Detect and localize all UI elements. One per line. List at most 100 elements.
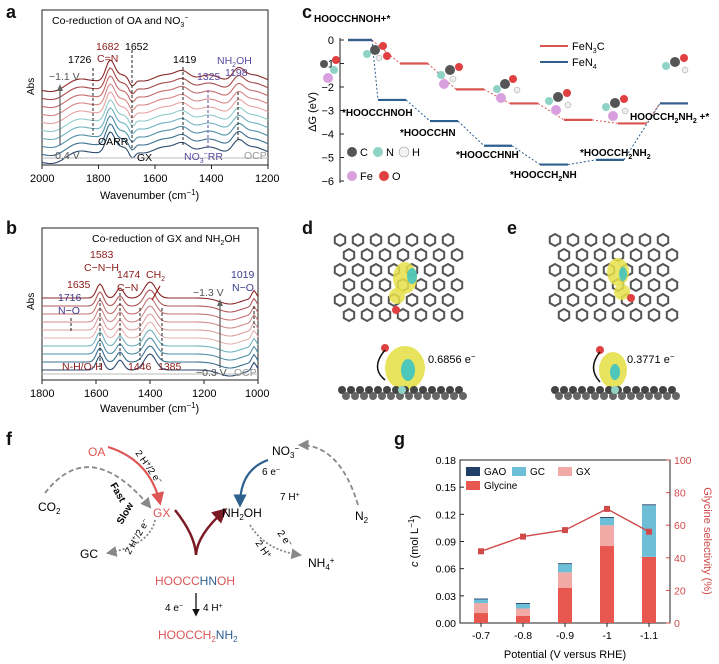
hexagon	[548, 292, 562, 308]
side-atom	[455, 386, 463, 394]
bar-gx-2	[558, 572, 572, 588]
hexagon	[656, 292, 670, 308]
ocp-label-b: OCP	[234, 367, 257, 379]
hexagon	[647, 277, 661, 293]
hexagon	[369, 262, 383, 278]
oa-to-gx-fast	[107, 445, 165, 506]
ytick-label-g-5: 0.15	[436, 482, 457, 494]
ytick-right-label-g-1: 20	[674, 585, 686, 597]
ytick-label-c-4: −4	[321, 129, 334, 141]
side-atom	[564, 392, 572, 400]
selectivity-line	[478, 505, 652, 555]
panel-f: f OA CO2 GX GC Fast Slow 2 H+/2 e− 2 H+/…	[0, 425, 400, 664]
no3-to-nh2oh	[233, 458, 269, 508]
hexagon	[611, 307, 625, 323]
spectrum-a-3	[41, 107, 269, 141]
bar-gc-0	[474, 599, 488, 604]
xtick-label-g-1: -0.8	[514, 630, 532, 642]
hexagon	[450, 247, 464, 263]
peak-1419: 1419	[173, 54, 197, 66]
x-ticks-b	[41, 380, 259, 384]
atom-fe: Fe	[360, 171, 373, 183]
hexagon	[405, 292, 419, 308]
panel-f-svg: OA CO2 GX GC Fast Slow 2 H+/2 e− 2 H+/2 …	[38, 439, 369, 644]
fen4-link-5	[623, 103, 661, 161]
merge-arrow	[174, 508, 228, 556]
hexagon	[378, 247, 392, 263]
hexagon	[593, 307, 607, 323]
side-atom	[342, 392, 350, 400]
spectrum-a-4	[41, 99, 269, 133]
bar-gao-0	[474, 598, 488, 600]
side-atom	[423, 392, 431, 400]
side-atom	[432, 392, 440, 400]
ytick-right-label-g-4: 80	[674, 488, 686, 500]
no-label-b1: N−O	[58, 305, 80, 317]
no3rr-label: NO3−RR	[184, 151, 223, 165]
side-atom	[627, 392, 635, 400]
ytick-label-c-0: 0	[328, 35, 334, 47]
hexagon	[575, 247, 589, 263]
oarr-label: OARR	[98, 136, 129, 148]
hexagon	[647, 247, 661, 263]
side-atom	[618, 392, 626, 400]
hexagon	[414, 277, 428, 293]
hexagon	[351, 292, 365, 308]
hexagon	[351, 262, 365, 278]
hexagon	[360, 307, 374, 323]
species-s3: *HOOCCHNH	[456, 150, 519, 161]
n2-label: N2	[355, 509, 369, 525]
bar-glycine-1	[516, 615, 530, 623]
panel-label-e: e	[507, 218, 518, 238]
charge-d: 0.6856 e−	[428, 352, 476, 366]
xtick-label-g-4: -1.1	[640, 630, 658, 642]
peak-1716: 1716	[58, 292, 82, 304]
side-atom	[374, 386, 382, 394]
legend-fen3c: FeN3C	[572, 41, 605, 55]
peak-1652: 1652	[125, 41, 149, 53]
four-e: 4 e−	[165, 603, 183, 614]
ylabel-b: Abs	[26, 293, 37, 310]
gx-label-f: GX	[153, 506, 170, 520]
peak-1385: 1385	[158, 361, 182, 373]
hexagon	[557, 277, 571, 293]
hexagon	[629, 307, 643, 323]
oa-label: OA	[88, 445, 105, 459]
side-atom	[569, 386, 577, 394]
side-atom	[663, 392, 671, 400]
panel-e-svg: 0.3771 e−	[548, 232, 680, 400]
ylabel-a: Abs	[26, 78, 37, 95]
guide-lines-a	[92, 50, 239, 150]
nh2oh-label-f: NH2OH	[222, 506, 262, 522]
guide-lines-b	[70, 293, 255, 370]
ylabel-c-italic: c	[409, 561, 421, 567]
fen4-link-3	[511, 145, 541, 165]
ytick-label-c-2: −2	[321, 82, 334, 94]
hexagon	[575, 307, 589, 323]
xtick-b-3: 1200	[192, 388, 216, 400]
hexagon	[441, 292, 455, 308]
panel-g: g 0.00 0.03 0.06 0.09 0.12 0.15 0.18 0 20 40 60 80…	[394, 425, 719, 664]
graphene-lattice-d	[333, 232, 464, 323]
ytick-right-label-g-3: 60	[674, 520, 686, 532]
fen3c-link-3	[537, 103, 565, 121]
selectivity-point-4	[646, 528, 652, 535]
hexagon	[351, 232, 365, 248]
legend-swatch-gc	[512, 467, 526, 476]
fen3c-link-5	[645, 103, 661, 124]
selectivity-point-0	[478, 548, 484, 555]
side-atom	[414, 392, 422, 400]
v-bot-b: −0.3 V	[196, 367, 227, 379]
side-view-e	[551, 386, 680, 400]
legend-fen4: FeN4	[572, 57, 597, 71]
peak-1019: 1019	[231, 269, 255, 281]
side-atom	[446, 386, 454, 394]
legend-swatch-glycine	[466, 481, 480, 490]
spectrum-a-7	[41, 75, 269, 109]
side-atom	[636, 392, 644, 400]
hexagon	[333, 232, 347, 248]
hexagon	[378, 277, 392, 293]
transfer-arrow-d	[376, 349, 386, 381]
xtick-b-1: 1600	[84, 388, 108, 400]
hexagon	[656, 262, 670, 278]
